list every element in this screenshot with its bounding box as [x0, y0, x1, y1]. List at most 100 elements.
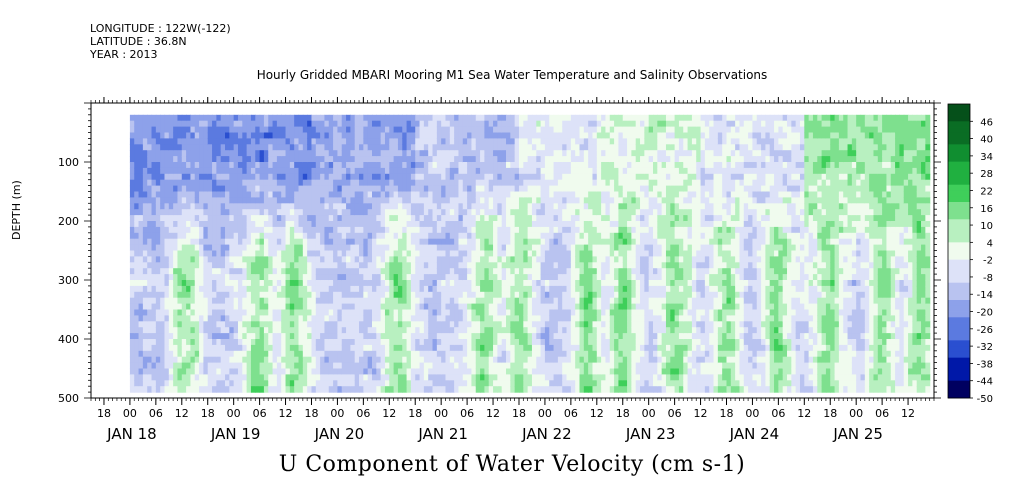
- heatmap-cell: [233, 297, 239, 305]
- heatmap-cell: [557, 126, 563, 134]
- heatmap-cell: [428, 226, 434, 234]
- heatmap-cell: [212, 120, 217, 128]
- heatmap-cell: [549, 144, 555, 151]
- heatmap-cell: [333, 191, 339, 198]
- heatmap-cell: [583, 362, 589, 370]
- heatmap-cell: [397, 126, 403, 134]
- heatmap-cell: [350, 232, 356, 240]
- heatmap-cell: [315, 244, 321, 252]
- heatmap-cell: [138, 303, 144, 311]
- heatmap-cell: [346, 285, 351, 293]
- heatmap-cell: [138, 126, 144, 134]
- heatmap-cell: [289, 262, 295, 269]
- heatmap-cell: [242, 321, 248, 328]
- heatmap-cell: [363, 244, 369, 252]
- heatmap-cell: [199, 274, 204, 281]
- heatmap-cell: [246, 226, 252, 234]
- heatmap-cell: [566, 362, 572, 370]
- heatmap-cell: [415, 303, 421, 311]
- heatmap-cell: [324, 356, 330, 364]
- heatmap-cell: [432, 339, 438, 346]
- heatmap-cell: [350, 374, 356, 381]
- heatmap-cell: [359, 221, 364, 228]
- heatmap-cell: [488, 262, 494, 269]
- heatmap-cell: [380, 209, 386, 216]
- heatmap-cell: [341, 280, 347, 287]
- heatmap-cell: [531, 179, 537, 187]
- heatmap-cell: [255, 138, 261, 145]
- heatmap-cell: [428, 156, 434, 163]
- heatmap-cell: [346, 126, 351, 134]
- heatmap-cell: [276, 232, 282, 240]
- heatmap-cell: [328, 150, 334, 157]
- heatmap-cell: [142, 386, 148, 393]
- heatmap-cell: [458, 333, 464, 340]
- heatmap-cell: [212, 209, 217, 216]
- heatmap-cell: [285, 386, 291, 393]
- heatmap-cell: [320, 356, 326, 364]
- heatmap-cell: [350, 215, 356, 222]
- heatmap-cell: [570, 374, 576, 381]
- heatmap-cell: [142, 350, 148, 358]
- heatmap-cell: [484, 374, 490, 381]
- heatmap-cell: [160, 256, 166, 263]
- heatmap-cell: [393, 368, 399, 375]
- heatmap-cell: [155, 203, 161, 210]
- heatmap-cell: [341, 333, 347, 340]
- heatmap-cell: [207, 362, 213, 370]
- heatmap-cell: [212, 232, 217, 240]
- heatmap-cell: [272, 280, 278, 287]
- heatmap-cell: [276, 333, 282, 340]
- heatmap-cell: [367, 303, 373, 311]
- heatmap-cell: [419, 179, 425, 187]
- heatmap-cell: [272, 268, 278, 275]
- heatmap-cell: [147, 386, 153, 393]
- heatmap-cell: [488, 362, 494, 370]
- heatmap-cell: [493, 244, 498, 252]
- heatmap-cell: [441, 114, 447, 122]
- heatmap-cell: [220, 380, 226, 387]
- heatmap-cell: [363, 344, 369, 352]
- heatmap-cell: [328, 244, 334, 252]
- heatmap-cell: [194, 132, 200, 139]
- heatmap-cell: [376, 256, 382, 263]
- heatmap-cell: [441, 380, 447, 387]
- heatmap-cell: [367, 297, 373, 305]
- heatmap-cell: [518, 221, 524, 228]
- heatmap-cell: [536, 374, 542, 381]
- heatmap-cell: [289, 215, 295, 222]
- heatmap-cell: [419, 226, 425, 234]
- heatmap-cell: [134, 244, 140, 252]
- heatmap-cell: [216, 339, 222, 346]
- heatmap-cell: [333, 226, 339, 234]
- heatmap-cell: [536, 321, 542, 328]
- heatmap-cell: [177, 120, 183, 128]
- heatmap-cell: [289, 197, 295, 204]
- heatmap-cell: [501, 309, 507, 316]
- heatmap-cell: [501, 262, 507, 269]
- heatmap-cell: [350, 297, 356, 305]
- heatmap-cell: [553, 327, 559, 334]
- heatmap-cell: [250, 185, 256, 193]
- heatmap-cell: [320, 368, 326, 375]
- heatmap-cell: [311, 120, 317, 128]
- heatmap-cell: [562, 221, 568, 228]
- heatmap-cell: [462, 126, 468, 134]
- heatmap-cell: [147, 321, 153, 328]
- heatmap-cell: [501, 274, 507, 281]
- heatmap-cell: [242, 221, 248, 228]
- heatmap-cell: [480, 244, 485, 252]
- heatmap-cell: [557, 333, 563, 340]
- heatmap-cell: [540, 162, 546, 169]
- heatmap-cell: [324, 386, 330, 393]
- heatmap-cell: [467, 315, 473, 322]
- heatmap-cell: [285, 309, 291, 316]
- heatmap-cell: [173, 215, 179, 222]
- heatmap-cell: [181, 274, 187, 281]
- heatmap-cell: [255, 215, 261, 222]
- heatmap-cell: [544, 179, 550, 187]
- heatmap-cell: [536, 156, 542, 163]
- heatmap-cell: [402, 315, 408, 322]
- heatmap-cell: [497, 250, 503, 257]
- heatmap-cell: [346, 356, 351, 364]
